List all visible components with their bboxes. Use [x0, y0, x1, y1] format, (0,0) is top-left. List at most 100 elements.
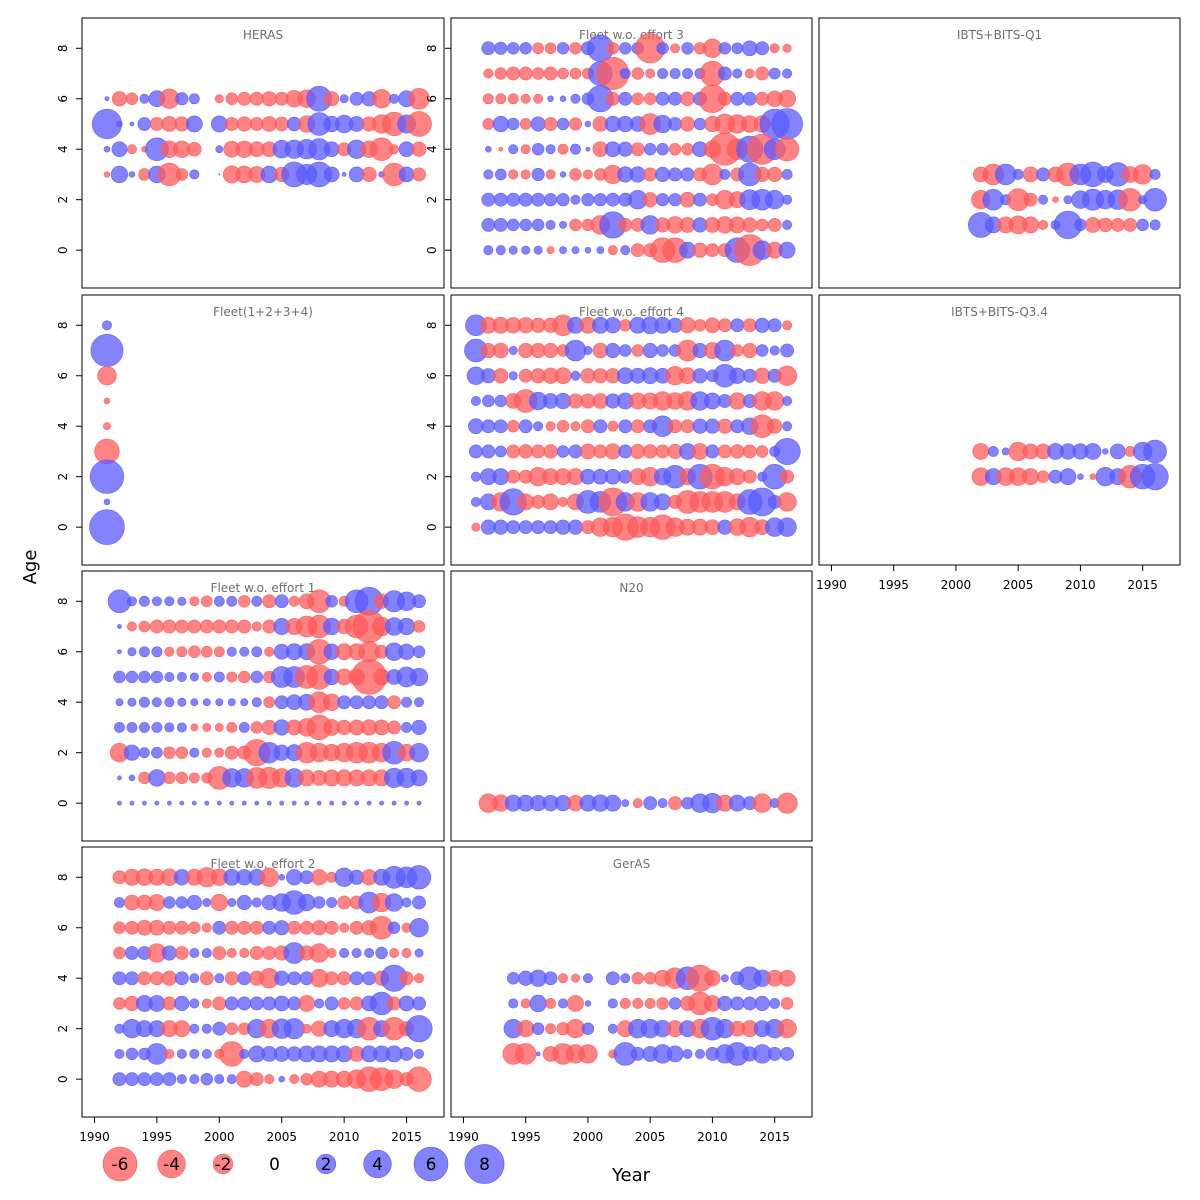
residual-bubble	[717, 995, 733, 1011]
residual-bubble	[643, 796, 658, 811]
residual-bubble	[679, 191, 696, 208]
residual-bubble	[507, 420, 520, 433]
residual-bubble	[780, 343, 795, 358]
residual-bubble	[212, 920, 227, 935]
residual-bubble	[97, 366, 117, 386]
residual-bubble	[213, 671, 225, 683]
residual-bubble	[507, 93, 519, 105]
residual-bubble	[201, 595, 213, 608]
y-tick-label: 8	[56, 873, 70, 881]
residual-bubble	[175, 771, 189, 785]
y-tick-label: 6	[425, 372, 439, 380]
y-tick-label: 8	[425, 44, 439, 52]
y-tick-label: 6	[56, 924, 70, 932]
residual-bubble	[111, 141, 128, 158]
residual-bubble	[730, 91, 745, 106]
residual-bubble	[1102, 448, 1109, 455]
y-tick-label: 0	[56, 246, 70, 254]
residual-bubble	[189, 948, 200, 958]
residual-bubble	[187, 141, 202, 157]
residual-bubble	[533, 421, 544, 432]
residual-bubble	[518, 192, 533, 207]
legend-label: 4	[372, 1155, 383, 1175]
legend-label: 8	[479, 1155, 490, 1175]
legend-label: 6	[426, 1155, 437, 1175]
residual-bubble	[150, 670, 164, 684]
panel-fleet-w-o-effort-2: Fleet w.o. effort 2 0 2 4 6 8	[56, 846, 445, 1118]
residual-bubble	[470, 496, 481, 507]
residual-bubble	[201, 672, 212, 682]
residual-bubble	[188, 645, 201, 658]
residual-bubble	[249, 946, 264, 960]
residual-bubble	[754, 317, 770, 333]
residual-bubble	[518, 368, 533, 383]
residual-bubble	[187, 619, 202, 634]
y-tick-label: 4	[425, 145, 439, 153]
residual-bubble	[115, 698, 124, 707]
residual-bubble	[643, 167, 658, 182]
residual-bubble	[559, 95, 567, 102]
x-tick-label: 1995	[878, 578, 909, 592]
residual-bubble	[570, 93, 581, 104]
legend-bubble	[413, 1146, 449, 1182]
y-tick-label: 0	[56, 799, 70, 807]
residual-bubble	[769, 998, 781, 1009]
residual-bubble	[493, 192, 508, 207]
residual-bubble	[1023, 192, 1038, 207]
residual-bubble	[518, 444, 533, 459]
residual-bubble	[604, 794, 622, 812]
residual-bubble	[201, 998, 212, 1009]
residual-bubble	[777, 1019, 797, 1039]
residual-bubble	[605, 91, 620, 106]
residual-bubble	[189, 1023, 200, 1034]
residual-bubble	[1149, 219, 1161, 231]
y-tick-label: 8	[56, 321, 70, 329]
panel-frame	[81, 846, 445, 1118]
residual-bubble	[201, 645, 213, 658]
residual-bubble	[782, 219, 793, 230]
residual-bubble	[410, 769, 428, 787]
residual-bubble	[138, 620, 151, 633]
residual-bubble	[680, 91, 695, 106]
residual-bubble	[215, 698, 224, 707]
residual-bubble	[717, 91, 732, 106]
residual-bubble	[656, 193, 670, 207]
residual-bubble	[519, 218, 532, 232]
residual-bubble	[414, 1048, 425, 1059]
legend-label: 0	[269, 1155, 280, 1175]
residual-bubble	[520, 93, 531, 104]
residual-bubble	[288, 595, 300, 607]
residual-bubble	[137, 117, 152, 131]
residual-bubble	[137, 1072, 152, 1087]
y-tick-label: 0	[425, 523, 439, 531]
legend-bubble	[315, 1153, 337, 1175]
residual-bubble	[116, 120, 123, 128]
residual-bubble	[481, 444, 496, 459]
residual-bubble	[643, 143, 657, 156]
residual-bubble	[301, 1023, 312, 1034]
residual-bubble	[129, 800, 135, 806]
residual-bubble	[414, 973, 425, 984]
residual-bubble	[1089, 473, 1097, 480]
residual-bubble	[682, 68, 693, 79]
residual-bubble	[251, 595, 263, 607]
y-tick-label: 4	[56, 974, 70, 982]
x-tick-label: 1990	[816, 578, 847, 592]
residual-bubble	[533, 93, 544, 104]
residual-bubble	[354, 800, 360, 806]
residual-bubble	[731, 344, 744, 357]
residual-bubble	[483, 68, 494, 79]
y-tick-label: 8	[56, 597, 70, 605]
residual-bubble	[1038, 219, 1049, 230]
residual-bubble	[468, 444, 483, 459]
residual-bubble	[137, 971, 152, 986]
residual-bubble	[309, 943, 329, 963]
residual-bubble	[769, 43, 780, 54]
residual-bubble	[128, 774, 136, 782]
residual-bubble	[569, 218, 582, 232]
residual-bubble	[521, 245, 531, 255]
residual-bubble	[558, 496, 569, 507]
residual-bubble	[164, 596, 175, 607]
residual-bubble	[545, 144, 556, 155]
residual-bubble	[125, 670, 139, 684]
